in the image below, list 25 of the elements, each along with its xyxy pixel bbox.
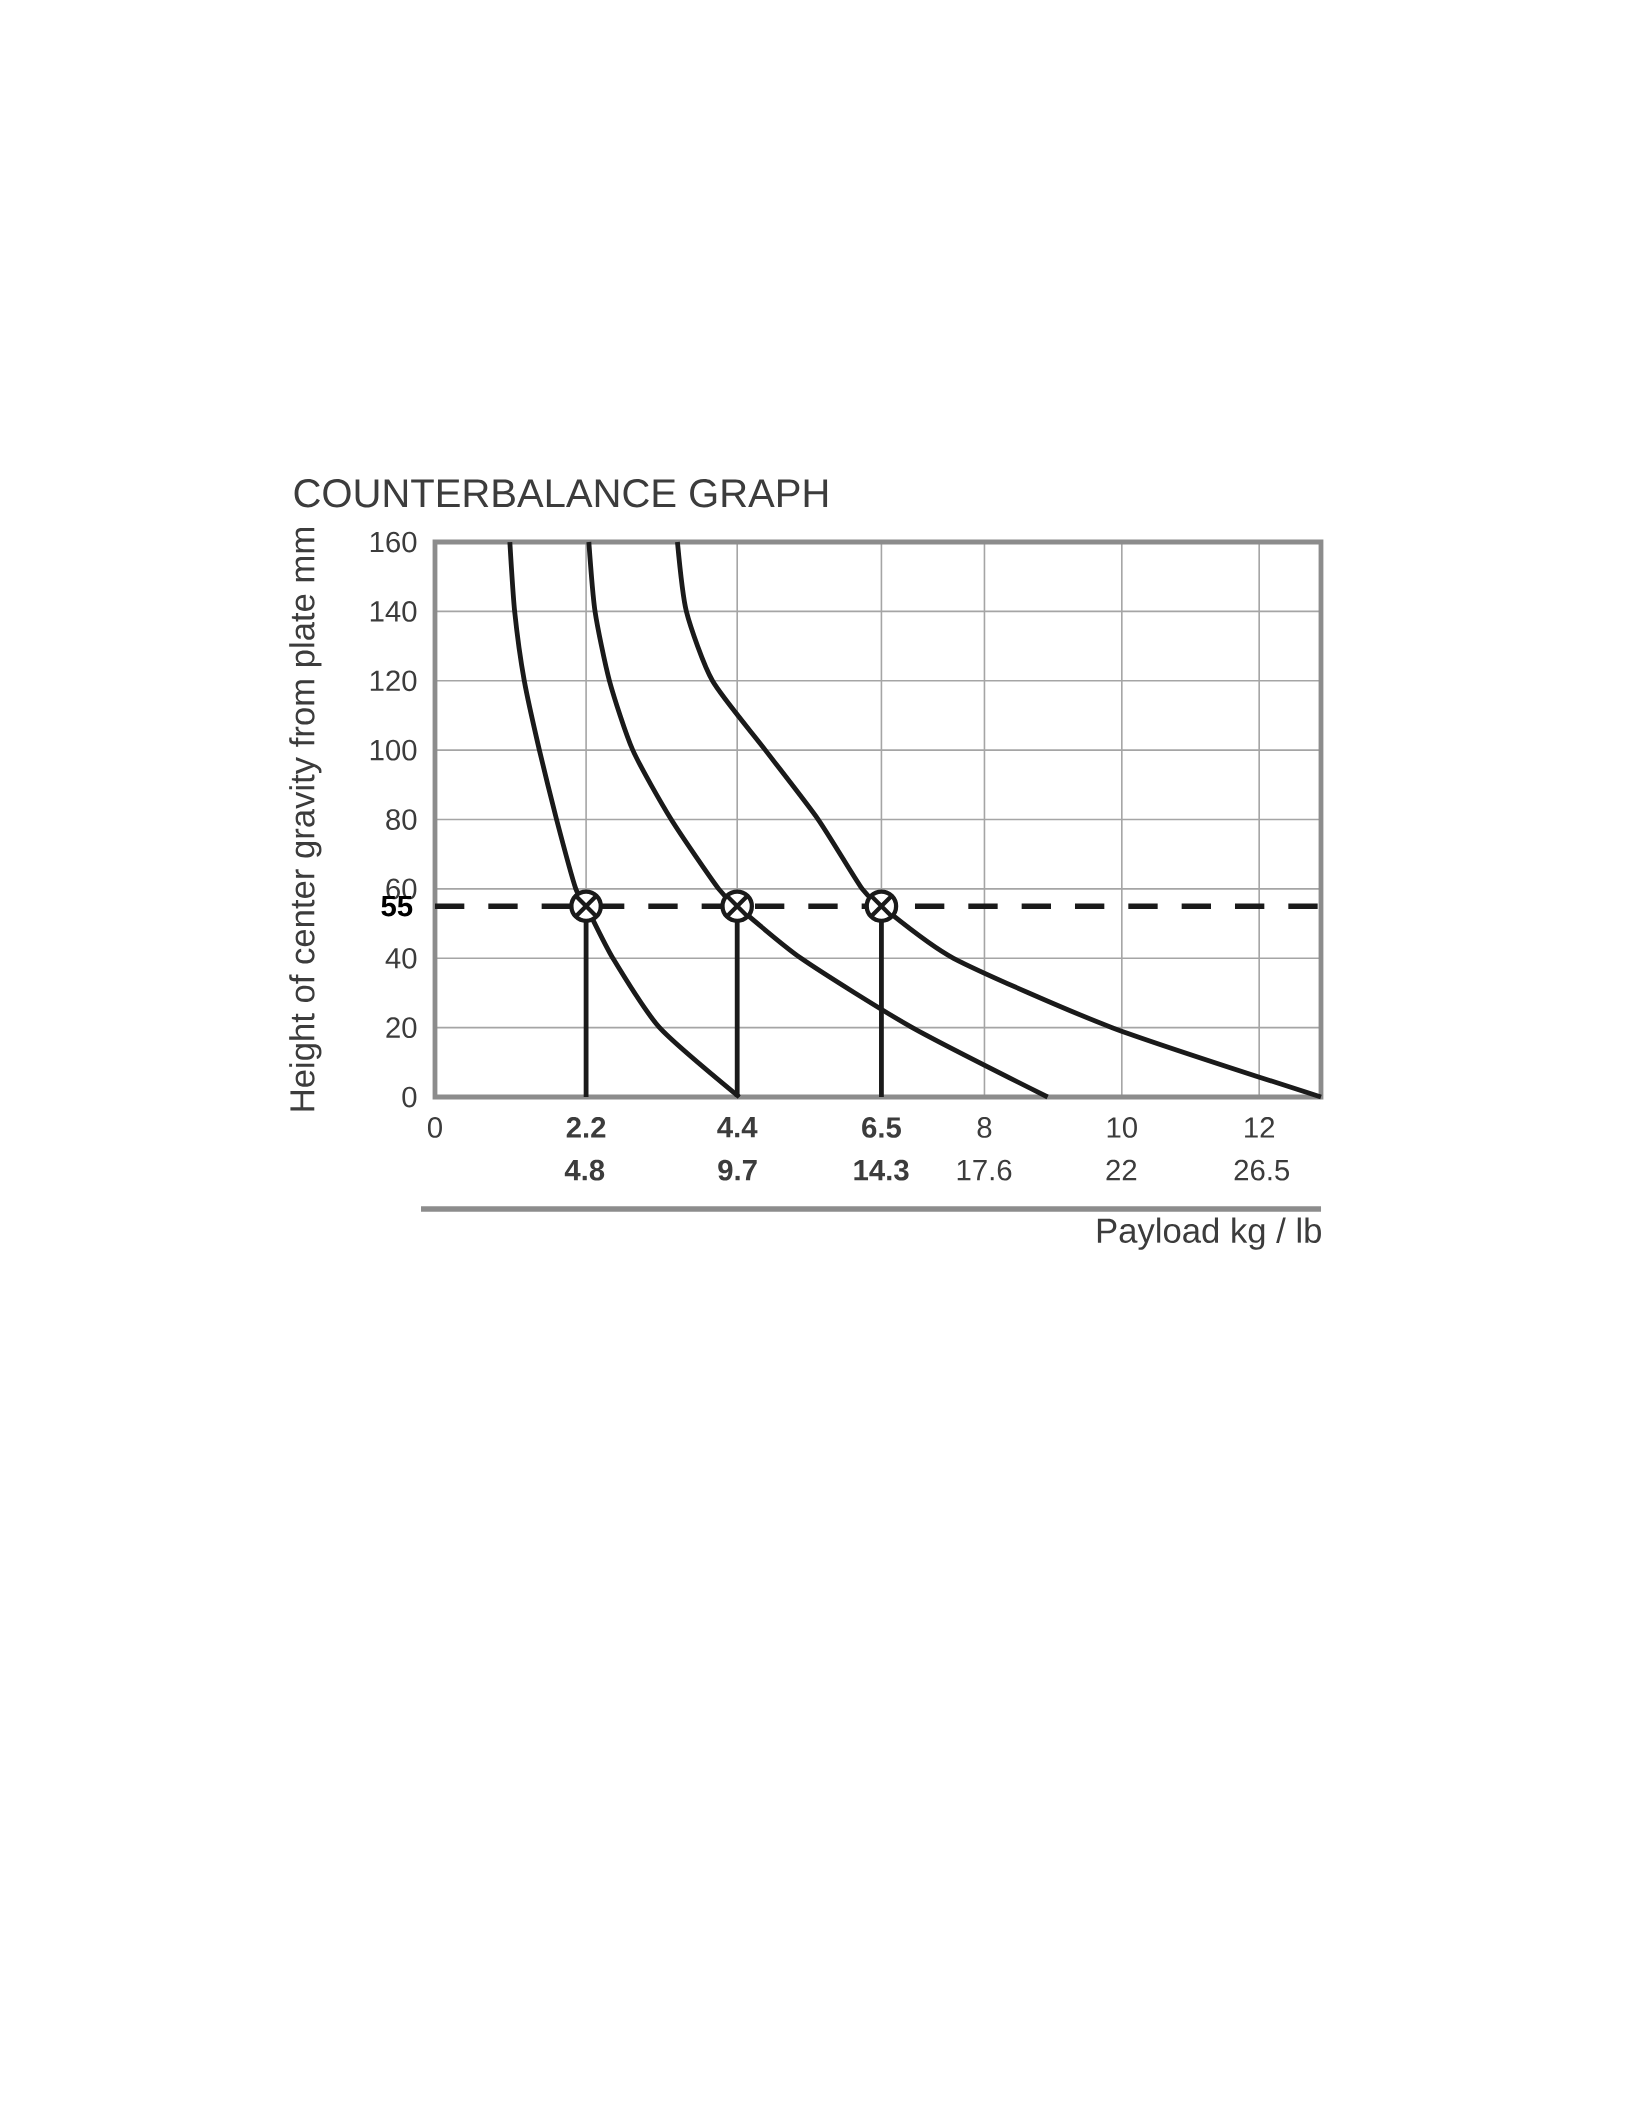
x-tick-label: 10 bbox=[1107, 1117, 1137, 1138]
x-axis-title: Payload kg / lb bbox=[1097, 1217, 1321, 1250]
x-tick-label: 2.2 bbox=[566, 1117, 606, 1138]
y-tick-label: 40 bbox=[385, 947, 417, 969]
y-tick-label: 80 bbox=[386, 809, 417, 830]
x2-tick-label: 17.6 bbox=[957, 1159, 1012, 1181]
y-tick-label: 20 bbox=[386, 1017, 417, 1039]
y-axis-title: Height of center gravity from plate mm bbox=[289, 528, 322, 1111]
x-tick-label: 8 bbox=[977, 1117, 992, 1138]
x-tick-label: 6.5 bbox=[862, 1117, 901, 1138]
y-tick-label: 160 bbox=[370, 531, 417, 553]
x2-tick-label: 4.8 bbox=[564, 1159, 605, 1181]
y-tick-label: 140 bbox=[370, 601, 417, 622]
y-tick-label: 100 bbox=[370, 739, 417, 761]
x-tick-label: 12 bbox=[1245, 1117, 1275, 1138]
x2-tick-label: 22 bbox=[1106, 1159, 1137, 1181]
x2-tick-label: 14.3 bbox=[854, 1159, 909, 1181]
x2-tick-label: 26.5 bbox=[1234, 1159, 1290, 1181]
x-tick-label: 4.4 bbox=[717, 1117, 758, 1138]
x-tick-label: 0 bbox=[427, 1117, 442, 1138]
y-tick-label: 120 bbox=[370, 670, 417, 692]
line-series bbox=[675, 539, 1324, 1100]
chart-title: COUNTERBALANCE GRAPH bbox=[294, 479, 828, 508]
y-tick-label: 0 bbox=[402, 1086, 417, 1108]
x2-tick-label: 9.7 bbox=[718, 1159, 757, 1181]
